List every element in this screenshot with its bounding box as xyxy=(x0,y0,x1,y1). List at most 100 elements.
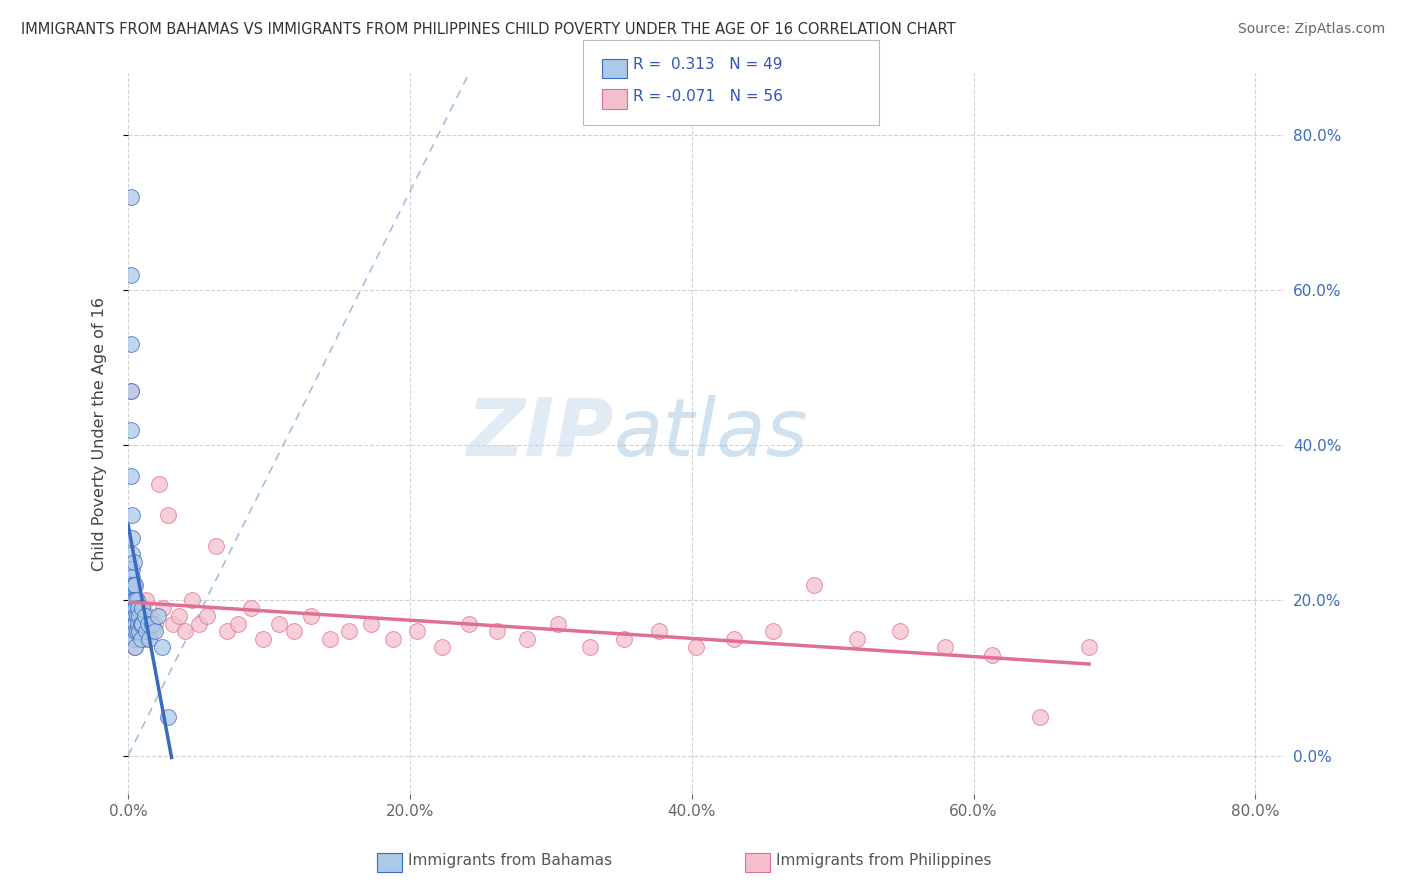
Point xyxy=(124,624,146,639)
Point xyxy=(122,555,145,569)
Point xyxy=(382,632,405,647)
Point xyxy=(187,616,209,631)
Point xyxy=(138,632,160,647)
Point xyxy=(156,508,179,522)
Text: atlas: atlas xyxy=(613,394,808,473)
Point xyxy=(134,608,156,623)
Point xyxy=(579,640,602,654)
Point xyxy=(124,593,146,607)
Point xyxy=(124,601,146,615)
Point xyxy=(121,608,143,623)
Y-axis label: Child Poverty Under the Age of 16: Child Poverty Under the Age of 16 xyxy=(93,297,107,571)
Point xyxy=(122,616,145,631)
Point xyxy=(131,616,153,631)
Text: R =  0.313   N = 49: R = 0.313 N = 49 xyxy=(633,57,782,72)
Point xyxy=(121,562,143,576)
Point xyxy=(125,608,148,623)
Point xyxy=(143,616,166,631)
Point xyxy=(121,578,143,592)
Point xyxy=(121,585,143,599)
Point xyxy=(129,632,152,647)
Point xyxy=(124,578,146,592)
Point xyxy=(173,624,195,639)
Point xyxy=(121,570,143,584)
Point xyxy=(406,624,429,639)
Point xyxy=(122,632,145,647)
Point xyxy=(167,608,190,623)
Point xyxy=(252,632,274,647)
Point xyxy=(131,616,153,631)
Point xyxy=(195,608,218,623)
Text: R = -0.071   N = 56: R = -0.071 N = 56 xyxy=(633,89,783,104)
Point xyxy=(129,608,152,623)
Point xyxy=(121,578,143,592)
Point xyxy=(1078,640,1101,654)
Point xyxy=(128,624,150,639)
Point xyxy=(122,578,145,592)
Point xyxy=(685,640,707,654)
Point xyxy=(1029,710,1052,724)
Point xyxy=(180,593,202,607)
Point xyxy=(150,640,173,654)
Point xyxy=(127,616,149,631)
Point xyxy=(135,624,157,639)
Point xyxy=(486,624,509,639)
Point xyxy=(762,624,785,639)
Point xyxy=(152,601,174,615)
Point xyxy=(128,608,150,623)
Point xyxy=(125,616,148,631)
Point xyxy=(432,640,454,654)
Point xyxy=(120,384,142,398)
Text: Source: ZipAtlas.com: Source: ZipAtlas.com xyxy=(1237,22,1385,37)
Text: IMMIGRANTS FROM BAHAMAS VS IMMIGRANTS FROM PHILIPPINES CHILD POVERTY UNDER THE A: IMMIGRANTS FROM BAHAMAS VS IMMIGRANTS FR… xyxy=(21,22,956,37)
Point xyxy=(121,532,143,546)
Point xyxy=(980,648,1002,662)
Point xyxy=(121,508,143,522)
Point xyxy=(129,616,152,631)
Point xyxy=(613,632,636,647)
Point xyxy=(141,616,163,631)
Point xyxy=(337,624,360,639)
Point xyxy=(122,601,145,615)
Point xyxy=(121,608,143,623)
Point xyxy=(267,616,290,631)
Point xyxy=(934,640,956,654)
Point xyxy=(125,593,148,607)
Point xyxy=(156,710,179,724)
Point xyxy=(318,632,340,647)
Point xyxy=(889,624,911,639)
Point xyxy=(146,608,169,623)
Point xyxy=(124,640,146,654)
Point xyxy=(120,384,142,398)
Point xyxy=(120,337,142,351)
Text: ZIP: ZIP xyxy=(465,394,613,473)
Text: Immigrants from Philippines: Immigrants from Philippines xyxy=(776,853,991,868)
Point xyxy=(143,624,166,639)
Point xyxy=(121,593,143,607)
Point xyxy=(136,616,159,631)
Point xyxy=(127,601,149,615)
Point xyxy=(131,601,153,615)
Point xyxy=(121,601,143,615)
Point xyxy=(516,632,538,647)
Point xyxy=(135,593,157,607)
Point xyxy=(215,624,238,639)
Point xyxy=(128,624,150,639)
Point xyxy=(125,624,148,639)
Text: Immigrants from Bahamas: Immigrants from Bahamas xyxy=(408,853,612,868)
Point xyxy=(723,632,745,647)
Point xyxy=(120,190,142,204)
Point xyxy=(120,423,142,437)
Point xyxy=(124,608,146,623)
Point xyxy=(124,593,146,607)
Point xyxy=(124,616,146,631)
Point xyxy=(127,601,149,615)
Point xyxy=(547,616,569,631)
Point xyxy=(360,616,382,631)
Point xyxy=(803,578,825,592)
Point xyxy=(648,624,671,639)
Point xyxy=(845,632,868,647)
Point xyxy=(226,616,249,631)
Point xyxy=(162,616,184,631)
Point xyxy=(141,624,163,639)
